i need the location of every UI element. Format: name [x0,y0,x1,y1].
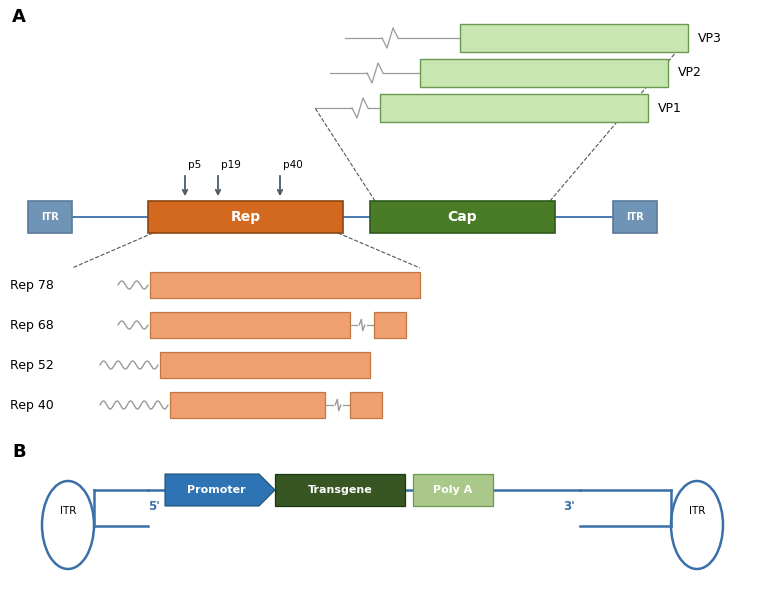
Text: Poly A: Poly A [434,485,473,495]
Bar [28,201,72,233]
Bar [148,201,343,233]
Text: A: A [12,8,26,26]
Text: VP1: VP1 [658,101,682,115]
Text: VP2: VP2 [678,66,702,80]
Text: Cap: Cap [448,210,477,224]
Text: VP3: VP3 [698,31,722,45]
Text: Rep 78: Rep 78 [10,279,54,291]
Text: ITR: ITR [688,506,705,516]
Polygon shape [165,474,275,506]
Bar [150,312,350,338]
Text: p19: p19 [221,160,241,170]
Text: Rep: Rep [230,210,261,224]
Bar [170,392,325,418]
Bar [413,474,493,506]
Text: ITR: ITR [626,212,644,222]
Bar [374,312,406,338]
Text: ITR: ITR [41,212,59,222]
Text: Promoter: Promoter [187,485,246,495]
Text: p5: p5 [188,160,201,170]
Text: p40: p40 [283,160,303,170]
Text: Transgene: Transgene [308,485,373,495]
Bar [150,272,420,298]
Bar [350,392,382,418]
Bar [420,59,668,87]
Text: 3': 3' [563,500,575,513]
Bar [380,94,648,122]
Bar [275,474,405,506]
Text: Rep 52: Rep 52 [10,359,54,371]
Bar [460,24,688,52]
Text: Rep 68: Rep 68 [10,318,54,332]
Text: Rep 40: Rep 40 [10,399,54,411]
Text: B: B [12,443,25,461]
Text: 5': 5' [148,500,160,513]
Bar [613,201,657,233]
Text: ITR: ITR [60,506,76,516]
Bar [370,201,555,233]
Bar [160,352,370,378]
